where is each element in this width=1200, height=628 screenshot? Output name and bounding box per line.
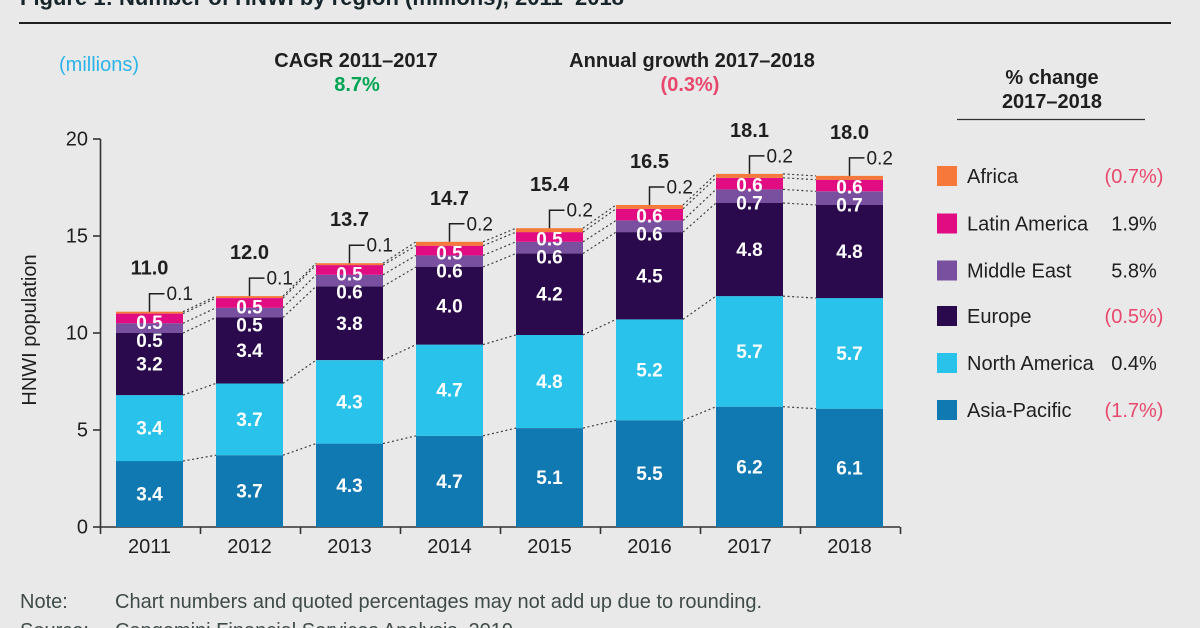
svg-text:4.8: 4.8 — [736, 240, 762, 261]
svg-text:(1.7%): (1.7%) — [1105, 400, 1164, 422]
svg-text:2016: 2016 — [627, 536, 672, 558]
svg-text:2013: 2013 — [327, 536, 372, 558]
svg-text:0: 0 — [77, 517, 88, 539]
svg-text:0.5: 0.5 — [236, 316, 263, 337]
svg-text:Latin America: Latin America — [967, 214, 1089, 236]
svg-text:15.4: 15.4 — [530, 174, 570, 196]
svg-text:(0.5%): (0.5%) — [1105, 306, 1164, 328]
svg-text:0.5: 0.5 — [436, 243, 463, 264]
svg-text:0.5: 0.5 — [136, 331, 163, 352]
svg-text:3.7: 3.7 — [236, 410, 262, 431]
svg-text:0.1: 0.1 — [267, 269, 293, 290]
svg-text:3.7: 3.7 — [236, 482, 262, 503]
svg-text:0.7: 0.7 — [736, 193, 762, 214]
svg-text:North America: North America — [967, 353, 1095, 375]
svg-text:(millions): (millions) — [59, 54, 139, 76]
svg-text:0.1: 0.1 — [167, 284, 193, 305]
svg-text:0.5: 0.5 — [136, 313, 163, 334]
svg-text:0.6: 0.6 — [836, 177, 862, 198]
svg-text:0.4%: 0.4% — [1111, 353, 1157, 375]
svg-text:Annual growth 2017–2018: Annual growth 2017–2018 — [569, 50, 815, 72]
svg-text:2014: 2014 — [427, 536, 472, 558]
svg-text:0.2: 0.2 — [667, 178, 693, 199]
svg-text:4.0: 4.0 — [436, 296, 462, 317]
svg-text:3.2: 3.2 — [136, 355, 162, 376]
svg-text:0.2: 0.2 — [767, 146, 793, 167]
svg-text:2018: 2018 — [827, 536, 872, 558]
svg-text:4.8: 4.8 — [536, 372, 562, 393]
svg-text:3.4: 3.4 — [136, 485, 163, 506]
svg-text:(0.3%): (0.3%) — [661, 74, 720, 96]
svg-text:Middle East: Middle East — [967, 261, 1072, 283]
svg-text:4.7: 4.7 — [436, 381, 462, 402]
svg-text:11.0: 11.0 — [131, 258, 169, 280]
svg-text:CAGR 2011–2017: CAGR 2011–2017 — [274, 50, 437, 72]
svg-text:4.3: 4.3 — [336, 392, 362, 413]
svg-text:18.1: 18.1 — [730, 120, 769, 142]
svg-text:4.2: 4.2 — [536, 285, 562, 306]
svg-text:2017: 2017 — [727, 536, 772, 558]
svg-text:Capgemini Financial Services A: Capgemini Financial Services Analysis, 2… — [115, 620, 513, 628]
svg-text:3.8: 3.8 — [336, 314, 362, 335]
svg-text:0.5: 0.5 — [236, 298, 263, 319]
svg-text:10: 10 — [66, 323, 88, 345]
svg-text:% change: % change — [1005, 67, 1098, 89]
svg-text:0.6: 0.6 — [336, 283, 362, 304]
svg-text:3.4: 3.4 — [236, 341, 263, 362]
svg-text:8.7%: 8.7% — [334, 74, 380, 96]
svg-text:0.5: 0.5 — [536, 230, 563, 251]
svg-text:Africa: Africa — [967, 166, 1019, 188]
svg-text:13.7: 13.7 — [330, 209, 369, 231]
svg-text:5.1: 5.1 — [536, 468, 563, 489]
svg-text:4.5: 4.5 — [636, 266, 663, 287]
svg-text:15: 15 — [66, 226, 88, 248]
svg-text:1.9%: 1.9% — [1111, 214, 1157, 236]
svg-text:6.2: 6.2 — [736, 457, 762, 478]
svg-text:6.1: 6.1 — [836, 458, 863, 479]
svg-text:5: 5 — [77, 420, 88, 442]
svg-text:0.6: 0.6 — [636, 207, 662, 228]
svg-text:0.1: 0.1 — [367, 236, 393, 257]
svg-text:16.5: 16.5 — [630, 151, 669, 173]
svg-text:Figure 1: Number of HNWI by re: Figure 1: Number of HNWI by region (mill… — [20, 0, 624, 10]
svg-text:2011: 2011 — [128, 536, 171, 558]
svg-text:5.8%: 5.8% — [1111, 261, 1157, 283]
svg-text:Chart numbers and quoted perce: Chart numbers and quoted percentages may… — [115, 591, 762, 613]
svg-text:12.0: 12.0 — [230, 242, 269, 264]
svg-text:2015: 2015 — [527, 536, 572, 558]
svg-text:Source:: Source: — [20, 620, 89, 628]
svg-text:Europe: Europe — [967, 306, 1032, 328]
svg-text:0.2: 0.2 — [567, 201, 593, 222]
svg-text:5.5: 5.5 — [636, 464, 663, 485]
svg-text:Asia-Pacific: Asia-Pacific — [967, 400, 1071, 422]
svg-text:0.6: 0.6 — [636, 225, 662, 246]
svg-text:0.6: 0.6 — [736, 175, 762, 196]
svg-text:2017–2018: 2017–2018 — [1002, 91, 1102, 113]
svg-text:0.7: 0.7 — [836, 195, 862, 216]
svg-text:5.2: 5.2 — [636, 360, 662, 381]
svg-text:4.8: 4.8 — [836, 242, 862, 263]
svg-text:5.7: 5.7 — [836, 344, 862, 365]
svg-text:5.7: 5.7 — [736, 342, 762, 363]
svg-text:Note:: Note: — [20, 591, 68, 613]
svg-text:0.2: 0.2 — [467, 214, 493, 235]
svg-text:14.7: 14.7 — [430, 188, 469, 210]
svg-text:(0.7%): (0.7%) — [1105, 166, 1164, 188]
svg-text:HNWI population: HNWI population — [19, 254, 41, 405]
svg-text:20: 20 — [66, 129, 88, 151]
svg-text:4.7: 4.7 — [436, 472, 462, 493]
svg-text:0.6: 0.6 — [536, 248, 562, 269]
svg-text:0.2: 0.2 — [867, 148, 893, 169]
svg-text:3.4: 3.4 — [136, 419, 163, 440]
svg-text:4.3: 4.3 — [336, 476, 362, 497]
svg-text:18.0: 18.0 — [830, 122, 869, 144]
svg-text:0.6: 0.6 — [436, 261, 462, 282]
svg-text:0.5: 0.5 — [336, 265, 363, 286]
svg-text:2012: 2012 — [227, 536, 272, 558]
